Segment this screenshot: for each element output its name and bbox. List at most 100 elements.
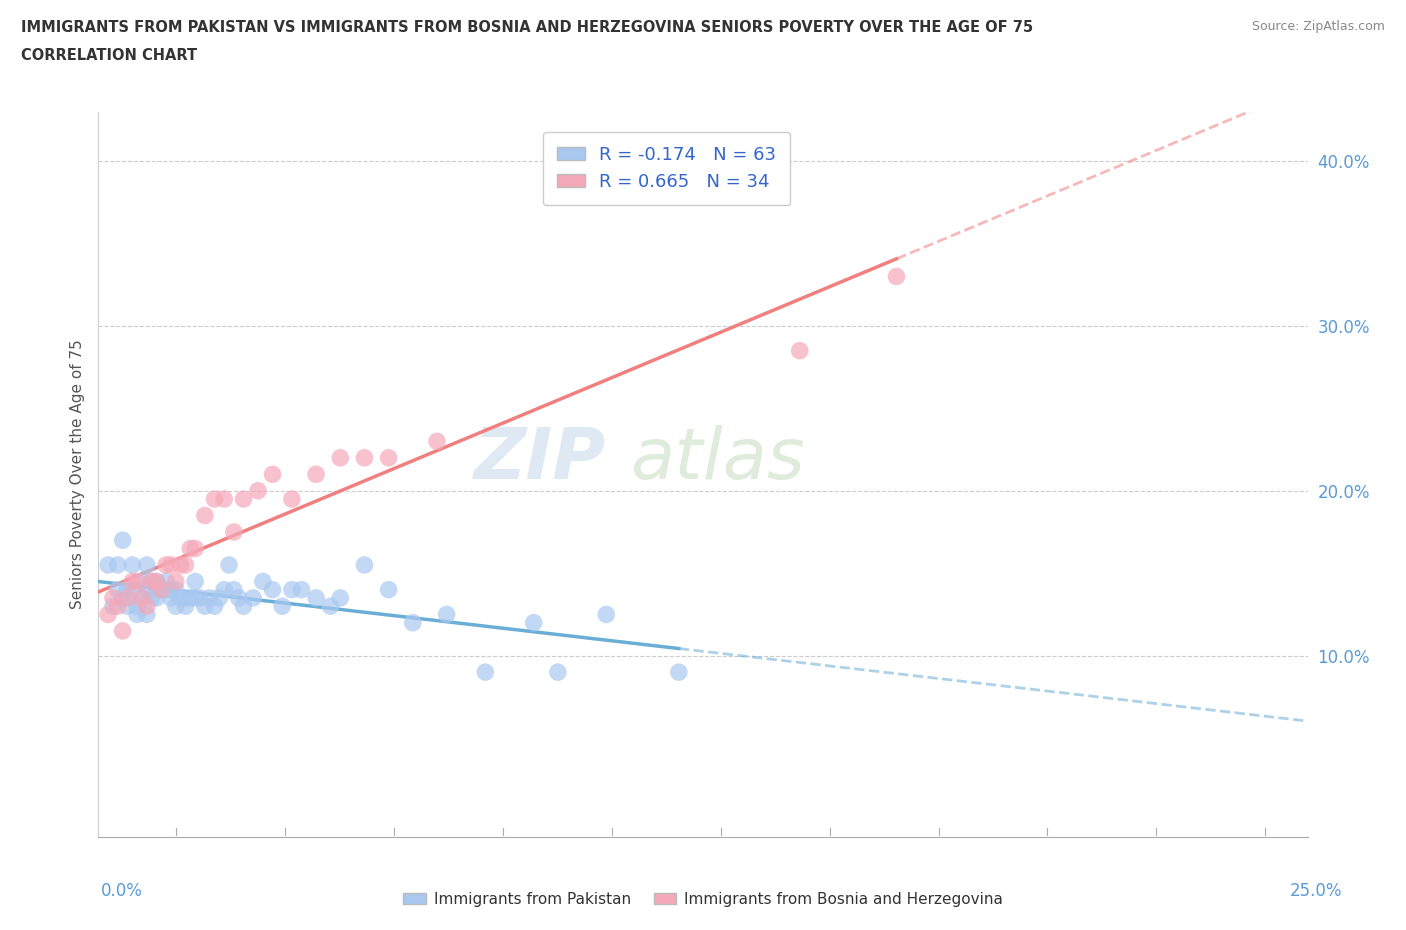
Point: [117, 591, 139, 605]
Point: [474, 665, 496, 680]
Point: [329, 591, 352, 605]
Point: [436, 607, 458, 622]
Point: [174, 591, 197, 605]
Text: 0.0%: 0.0%: [101, 882, 143, 899]
Point: [101, 591, 124, 605]
Point: [194, 508, 217, 523]
Point: [135, 582, 157, 597]
Point: [174, 558, 197, 573]
Point: [131, 591, 153, 605]
Point: [212, 582, 235, 597]
Point: [145, 574, 167, 589]
Point: [595, 607, 617, 622]
Point: [212, 492, 235, 507]
Point: [329, 450, 352, 465]
Point: [305, 467, 328, 482]
Point: [155, 574, 177, 589]
Point: [353, 450, 375, 465]
Point: [184, 574, 207, 589]
Point: [117, 599, 139, 614]
Point: [281, 582, 304, 597]
Point: [150, 582, 173, 597]
Point: [155, 558, 177, 573]
Point: [165, 582, 187, 597]
Point: [141, 591, 163, 605]
Point: [127, 574, 149, 589]
Point: [668, 665, 690, 680]
Point: [121, 582, 143, 597]
Point: [353, 558, 375, 573]
Y-axis label: Seniors Poverty Over the Age of 75: Seniors Poverty Over the Age of 75: [69, 339, 84, 609]
Point: [198, 591, 221, 605]
Point: [886, 269, 908, 284]
Point: [252, 574, 274, 589]
Point: [184, 541, 207, 556]
Point: [111, 533, 134, 548]
Point: [97, 558, 120, 573]
Point: [160, 558, 183, 573]
Text: IMMIGRANTS FROM PAKISTAN VS IMMIGRANTS FROM BOSNIA AND HERZEGOVINA SENIORS POVER: IMMIGRANTS FROM PAKISTAN VS IMMIGRANTS F…: [21, 20, 1033, 35]
Point: [242, 591, 264, 605]
Point: [194, 599, 217, 614]
Point: [117, 582, 139, 597]
Point: [377, 582, 399, 597]
Point: [222, 582, 245, 597]
Point: [208, 591, 231, 605]
Point: [97, 607, 120, 622]
Legend: Immigrants from Pakistan, Immigrants from Bosnia and Herzegovina: Immigrants from Pakistan, Immigrants fro…: [396, 886, 1010, 913]
Point: [789, 343, 811, 358]
Point: [160, 591, 183, 605]
Point: [262, 582, 284, 597]
Point: [127, 599, 149, 614]
Point: [523, 616, 546, 631]
Point: [131, 591, 153, 605]
Point: [145, 574, 167, 589]
Point: [426, 434, 449, 449]
Point: [131, 574, 153, 589]
Point: [222, 525, 245, 539]
Point: [107, 582, 129, 597]
Text: ZIP: ZIP: [474, 425, 606, 494]
Point: [305, 591, 328, 605]
Text: Source: ZipAtlas.com: Source: ZipAtlas.com: [1251, 20, 1385, 33]
Point: [218, 558, 240, 573]
Point: [127, 607, 149, 622]
Point: [271, 599, 294, 614]
Point: [155, 582, 177, 597]
Point: [204, 492, 226, 507]
Point: [107, 599, 129, 614]
Point: [262, 467, 284, 482]
Point: [402, 616, 425, 631]
Point: [165, 599, 187, 614]
Point: [377, 450, 399, 465]
Point: [232, 492, 254, 507]
Point: [232, 599, 254, 614]
Point: [111, 591, 134, 605]
Point: [169, 591, 191, 605]
Point: [145, 591, 167, 605]
Point: [169, 558, 191, 573]
Point: [121, 558, 143, 573]
Point: [111, 623, 134, 638]
Point: [228, 591, 250, 605]
Point: [179, 541, 201, 556]
Point: [290, 582, 312, 597]
Point: [547, 665, 569, 680]
Point: [101, 599, 124, 614]
Point: [319, 599, 342, 614]
Point: [141, 574, 163, 589]
Point: [121, 574, 143, 589]
Point: [281, 492, 304, 507]
Point: [184, 591, 207, 605]
Point: [150, 582, 173, 597]
Point: [247, 484, 270, 498]
Point: [135, 599, 157, 614]
Point: [135, 558, 157, 573]
Point: [141, 574, 163, 589]
Point: [179, 591, 201, 605]
Legend: R = -0.174   N = 63, R = 0.665   N = 34: R = -0.174 N = 63, R = 0.665 N = 34: [543, 131, 790, 206]
Point: [174, 599, 197, 614]
Point: [165, 574, 187, 589]
Text: 25.0%: 25.0%: [1291, 882, 1343, 899]
Point: [107, 558, 129, 573]
